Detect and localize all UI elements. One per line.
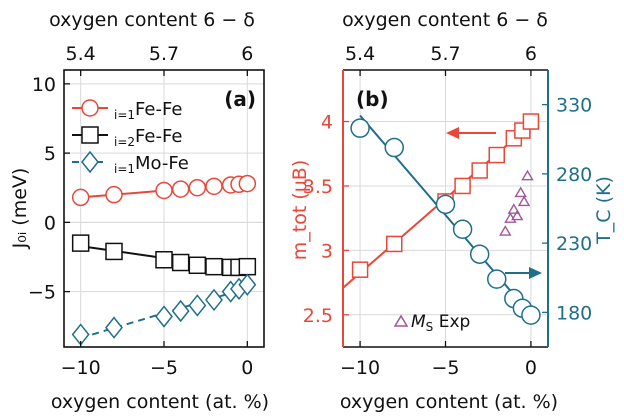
panel-a-label: (a): [224, 87, 256, 111]
panel-a-ticks: −10 −5 0 5.4 5.7 6 −5 0 5 10: [28, 43, 253, 379]
series-0-point: [105, 185, 123, 204]
series-0-point: [488, 146, 505, 164]
y-right-tick-label: 230: [556, 233, 592, 255]
series-2-point: [514, 186, 527, 198]
legend-0-marker: [81, 99, 99, 117]
legend-1-label: i=2Fe-Fe: [114, 126, 182, 149]
panel-b-ticks: −10 −5 0 5.4 5.7 6 2.5 3 3.5 4 180 230 280 330: [303, 43, 592, 379]
panel-b-legend: MS Exp: [393, 312, 470, 334]
series-1-point: [521, 305, 541, 325]
series-1-point: [350, 118, 370, 138]
arrow-to-left-axis: [446, 127, 496, 139]
series-2-point: [507, 203, 521, 214]
series-0-point: [454, 177, 471, 195]
panel-a-legend: i=1Fe-Fei=2Fe-Fei=1Mo-Fe: [72, 99, 189, 176]
top-x-tick-label: 5.4: [66, 43, 96, 65]
panel-a-grid: [64, 70, 264, 347]
series-0-point: [351, 261, 369, 278]
series-1-point: [105, 242, 123, 261]
panel-b-xlabel: oxygen content (at. %): [340, 391, 558, 413]
y-right-tick-label: 180: [556, 302, 592, 324]
series-2-point: [499, 225, 512, 236]
legend-2-sub: i=1: [114, 162, 135, 176]
legend-0-sub: i=1: [114, 108, 135, 122]
series-2-point: [521, 169, 534, 181]
panel-a-ylabel: J₀ᵢ (meV): [9, 168, 31, 250]
legend-2-main: Mo-Fe: [135, 153, 189, 174]
x-tick-label: −5: [431, 357, 459, 379]
series-2-point: [205, 288, 223, 312]
top-x-tick-label: 6: [241, 43, 253, 65]
panel-a-xlabel: oxygen content (at. %): [51, 391, 269, 413]
panel-a-series: [71, 174, 257, 346]
series-1-point: [188, 256, 207, 275]
series-1-point: [238, 257, 257, 276]
legend-1-marker: [81, 126, 99, 144]
panel-a-top-xlabel: oxygen content 6 − δ: [49, 9, 255, 31]
series-1-point: [155, 250, 173, 269]
series-0-point: [205, 177, 223, 196]
legend-2-label: i=1Mo-Fe: [114, 153, 189, 176]
panel-b-label: (b): [356, 87, 389, 111]
series-0-point: [386, 235, 403, 253]
x-tick-label: 0: [241, 357, 253, 379]
legend-1-main: Fe-Fe: [135, 126, 182, 147]
x-tick-label: −10: [61, 357, 101, 379]
series-1-point: [487, 269, 507, 289]
legend-2-marker: [81, 150, 99, 174]
panel-b-ylabel-right: T_C (K): [593, 176, 615, 245]
x-tick-label: −10: [340, 357, 380, 379]
panel-b: −10 −5 0 5.4 5.7 6 2.5 3 3.5 4 180 230 280 330 (b) MS…: [289, 9, 615, 413]
series-0-point: [155, 181, 173, 200]
legend-1-sub: i=2: [114, 135, 135, 149]
series-0-point: [188, 178, 207, 197]
panel-b-top-xlabel: oxygen content 6 − δ: [342, 9, 548, 31]
y-left-tick-label: 3.5: [303, 176, 333, 198]
legend-triangle-marker: [393, 314, 409, 327]
series-2-point: [155, 305, 173, 328]
y-tick-label: 0: [44, 212, 56, 234]
y-right-tick-label: 280: [556, 164, 592, 186]
top-x-tick-label: 5.4: [345, 43, 375, 65]
legend-ms-exp: MS Exp: [411, 312, 470, 334]
y-right-tick-label: 330: [556, 95, 592, 117]
series-0-point: [238, 174, 257, 193]
series-1-point: [205, 257, 223, 276]
series-0-point: [171, 180, 190, 198]
series-2-point: [238, 273, 257, 296]
y-tick-label: 5: [44, 143, 56, 165]
series-0-point: [71, 188, 90, 207]
series-2-point: [188, 294, 207, 317]
series-0-point: [471, 162, 488, 179]
x-tick-label: 0: [525, 357, 537, 379]
y-left-tick-label: 4: [321, 112, 333, 134]
x-tick-label: −5: [150, 357, 178, 379]
panel-b-ylabel-left: m_tot (μB): [289, 160, 311, 261]
series-0-point: [522, 113, 540, 130]
series-1-point: [384, 137, 404, 158]
series-1-point: [171, 253, 190, 272]
y-tick-label: 10: [32, 74, 56, 96]
series-2-point: [517, 195, 531, 207]
series-2-point: [171, 299, 190, 323]
top-x-tick-label: 6: [525, 43, 537, 65]
y-left-tick-label: 2.5: [303, 305, 333, 327]
top-x-tick-label: 5.7: [149, 43, 179, 65]
series-1-point: [452, 219, 473, 240]
y-left-tick-label: 3: [321, 240, 333, 262]
series-1-point: [469, 244, 490, 264]
y-tick-label: −5: [28, 282, 56, 304]
panel-b-series: [342, 113, 541, 325]
arrow-to-right-axis: [505, 267, 542, 279]
series-1-point: [71, 234, 90, 252]
legend-0-label: i=1Fe-Fe: [114, 99, 182, 122]
series-1-point: [435, 194, 456, 215]
series-2-point: [105, 316, 123, 339]
top-x-tick-label: 5.7: [430, 43, 460, 65]
legend-0-main: Fe-Fe: [135, 99, 182, 120]
series-2-point: [511, 209, 524, 221]
